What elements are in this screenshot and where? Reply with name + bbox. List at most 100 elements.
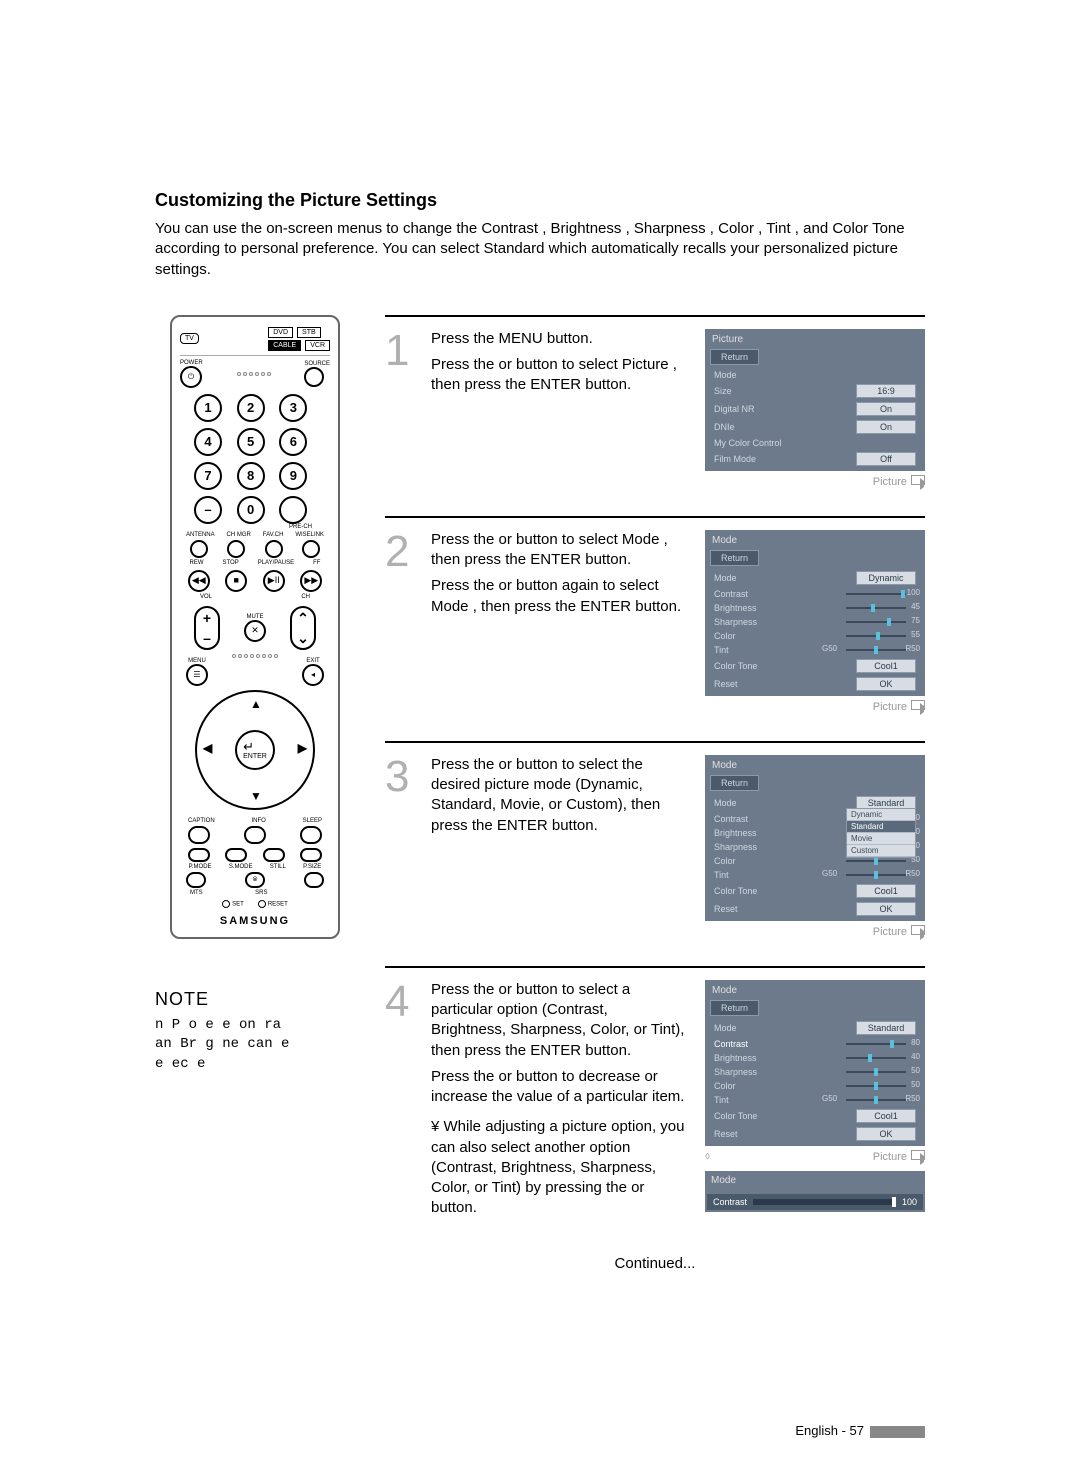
num-0: 0 — [237, 496, 265, 524]
mts-label: MTS — [190, 890, 203, 896]
stb-button: STB — [297, 327, 321, 338]
step-2-footer: Picture — [705, 700, 925, 713]
step-3-text: Press the or button to select the desire… — [431, 755, 693, 938]
dvd-button: DVD — [268, 327, 293, 338]
step-1: 1 Press the MENU button.Press the or but… — [385, 315, 925, 488]
sleep-btn — [300, 826, 322, 844]
sleep-label: SLEEP — [303, 818, 322, 824]
smode-label: S.MODE — [229, 864, 253, 870]
brand-label: SAMSUNG — [180, 916, 330, 927]
play-btn: ▶II — [263, 570, 285, 592]
note-body: n P o e e on ra an Br g ne can e e ec e — [155, 1016, 355, 1075]
num-6: 6 — [279, 428, 307, 456]
prech-label: PRE-CH — [180, 524, 330, 530]
antenna-label: ANTENNA — [186, 532, 215, 538]
exit-icon — [911, 475, 925, 485]
green-btn — [225, 848, 247, 862]
step-4-footer: ⬨Picture — [705, 1150, 925, 1163]
dpad-up-icon: ▲ — [250, 698, 262, 710]
ff-btn: ▶▶ — [300, 570, 322, 592]
note-heading: NOTE — [155, 989, 355, 1010]
step-4-contrast-osd: Mode Contrast 100 — [705, 1171, 925, 1212]
stop-btn: ■ — [225, 570, 247, 592]
num-8: 8 — [237, 462, 265, 490]
still-label: STILL — [270, 864, 286, 870]
step-4-text: Press the or button to select a particul… — [431, 980, 693, 1225]
vcr-button: VCR — [305, 340, 330, 351]
vol-rocker: +– — [194, 606, 220, 650]
caption-btn — [188, 826, 210, 844]
source-label: SOURCE — [304, 361, 330, 367]
srs-label: SRS — [255, 890, 267, 896]
enter-btn: ↵ENTER — [235, 730, 275, 770]
wiselink-label: WISELINK — [295, 532, 324, 538]
num-5: 5 — [237, 428, 265, 456]
wiselink-btn — [302, 540, 320, 558]
power-button: ⏻ — [180, 366, 202, 388]
info-label: INFO — [251, 818, 265, 824]
red-btn — [188, 848, 210, 862]
chmgr-btn — [227, 540, 245, 558]
step-2-osd: ModeReturnModeDynamicContrast100Brightne… — [705, 530, 925, 696]
page-footer: English - 57 — [795, 1423, 925, 1438]
antenna-btn — [190, 540, 208, 558]
exit-btn: ◂ — [302, 664, 324, 686]
step-1-footer: Picture — [705, 475, 925, 488]
blue-btn — [300, 848, 322, 862]
num-4: 4 — [194, 428, 222, 456]
step-4: 4 Press the or button to select a partic… — [385, 966, 925, 1225]
favch-label: FAV.CH — [263, 532, 284, 538]
rew-label: REW — [189, 560, 203, 566]
num-9: 9 — [279, 462, 307, 490]
section-heading: Customizing the Picture Settings — [155, 190, 925, 211]
step-4-number: 4 — [385, 980, 419, 1225]
srs-btn: ⦾ — [245, 872, 265, 888]
step-4-text-a: Press the or button to select a particul… — [431, 980, 685, 1061]
step-3-number: 3 — [385, 755, 419, 938]
mute-btn: ✕ — [244, 620, 266, 642]
set-label: SET — [222, 900, 244, 908]
step-3-osd: ModeReturnModeStandardDynamicStandardMov… — [705, 755, 925, 921]
menu-label: MENU — [186, 658, 208, 664]
dpad-left-icon: ◀ — [203, 742, 212, 754]
exit-label: EXIT — [302, 658, 324, 664]
prech-button — [279, 496, 307, 524]
dpad: ▲ ▼ ◀ ▶ ↵ENTER — [195, 690, 315, 810]
chmgr-label: CH MGR — [227, 532, 251, 538]
info-btn — [244, 826, 266, 844]
vol-label: VOL — [200, 594, 212, 600]
psize-label: P.SIZE — [303, 864, 321, 870]
step-3-footer: Picture — [705, 925, 925, 938]
step-2: 2 Press the or button to select Mode , t… — [385, 516, 925, 713]
caption-label: CAPTION — [188, 818, 215, 824]
step-2-text: Press the or button to select Mode , the… — [431, 530, 693, 713]
step-4-bullet: ¥ While adjusting a picture option, you … — [431, 1117, 685, 1218]
mute-label: MUTE — [244, 614, 266, 620]
num-3: 3 — [279, 394, 307, 422]
num-7: 7 — [194, 462, 222, 490]
blank-btn — [304, 872, 324, 888]
rew-btn: ◀◀ — [188, 570, 210, 592]
ch-label: CH — [301, 594, 310, 600]
step-1-text: Press the MENU button.Press the or butto… — [431, 329, 693, 488]
yellow-btn — [263, 848, 285, 862]
dpad-down-icon: ▼ — [250, 790, 262, 802]
mts-btn — [186, 872, 206, 888]
num-dash: – — [194, 496, 222, 524]
exit-icon — [911, 1150, 925, 1160]
play-label: PLAY/PAUSE — [258, 560, 294, 566]
step-4-text-b: Press the or button to decrease or incre… — [431, 1067, 685, 1108]
remote-diagram: TV DVDSTB CABLEVCR POWER ⏻ SOURCE — [170, 315, 340, 939]
cable-button: CABLE — [268, 340, 301, 351]
step-1-osd: PictureReturnModeSize16:9Digital NROnDNI… — [705, 329, 925, 471]
stop-label: STOP — [222, 560, 238, 566]
ff-label: FF — [313, 560, 320, 566]
pmode-label: P.MODE — [189, 864, 212, 870]
reset-label: RESET — [258, 900, 288, 908]
step-1-number: 1 — [385, 329, 419, 488]
exit-icon — [911, 925, 925, 935]
tv-button: TV — [180, 333, 199, 344]
exit-icon — [911, 700, 925, 710]
step-2-number: 2 — [385, 530, 419, 713]
num-2: 2 — [237, 394, 265, 422]
